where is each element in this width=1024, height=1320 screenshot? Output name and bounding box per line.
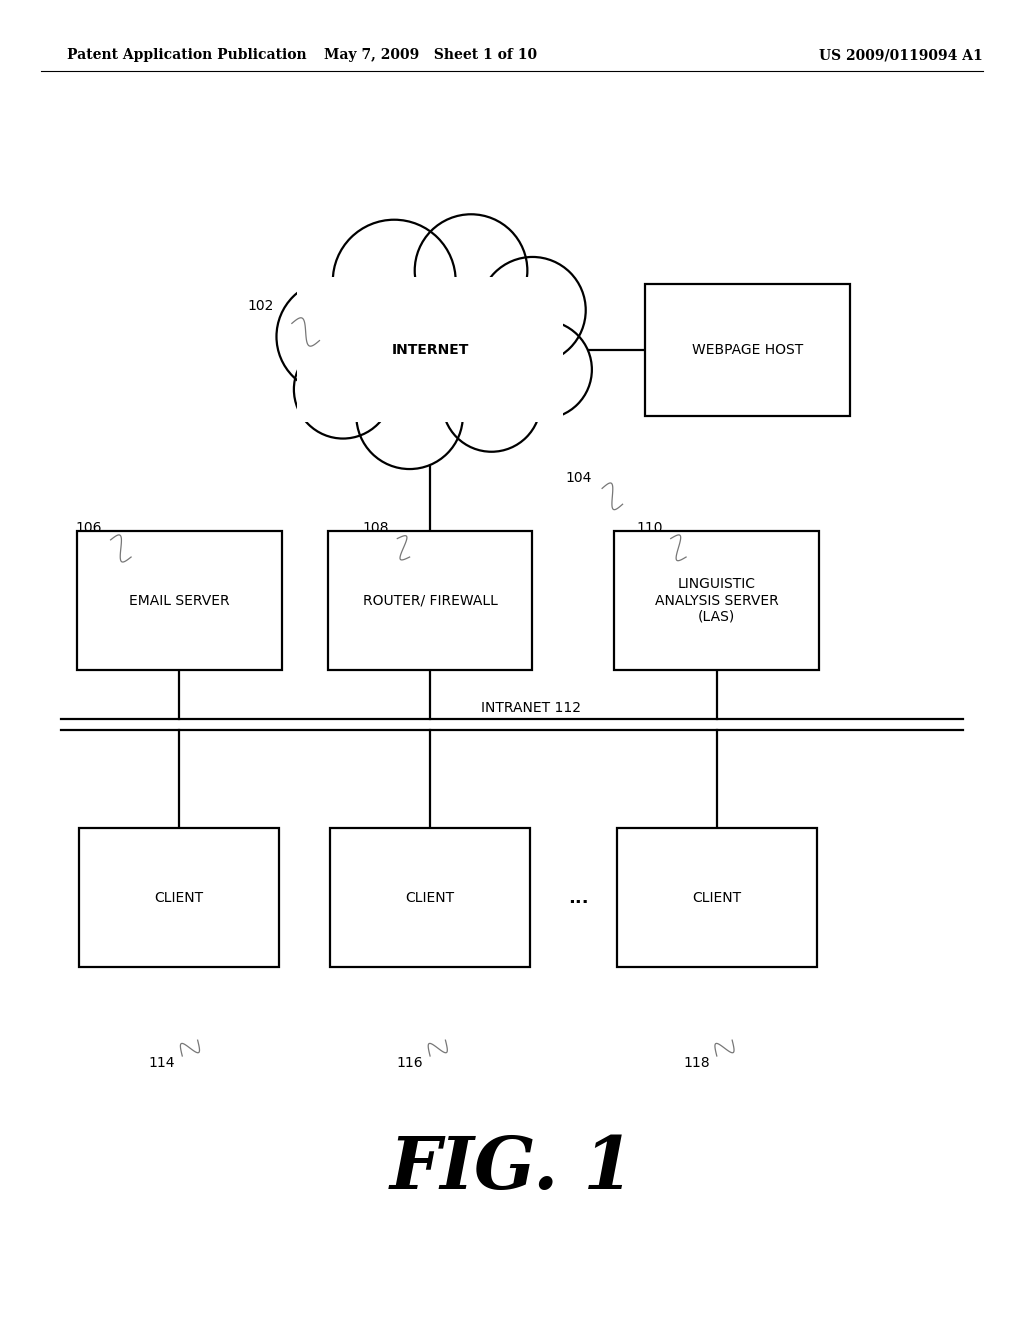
Text: Patent Application Publication: Patent Application Publication (67, 49, 306, 62)
Text: CLIENT: CLIENT (406, 891, 455, 904)
Ellipse shape (415, 214, 527, 327)
Ellipse shape (294, 341, 392, 438)
Ellipse shape (333, 219, 456, 343)
FancyBboxPatch shape (330, 829, 530, 966)
Ellipse shape (317, 277, 543, 422)
FancyBboxPatch shape (614, 531, 819, 671)
Ellipse shape (356, 363, 463, 469)
Text: FIG. 1: FIG. 1 (390, 1133, 634, 1204)
Text: 114: 114 (148, 1056, 175, 1069)
FancyBboxPatch shape (645, 284, 850, 416)
FancyBboxPatch shape (297, 277, 563, 422)
Text: 110: 110 (636, 521, 663, 535)
Text: 106: 106 (76, 521, 102, 535)
Text: INTERNET: INTERNET (391, 343, 469, 356)
FancyBboxPatch shape (328, 531, 532, 671)
Text: ROUTER/ FIREWALL: ROUTER/ FIREWALL (362, 594, 498, 607)
Text: ...: ... (568, 888, 589, 907)
Text: EMAIL SERVER: EMAIL SERVER (129, 594, 229, 607)
FancyBboxPatch shape (616, 829, 816, 966)
Text: 108: 108 (362, 521, 389, 535)
Text: US 2009/0119094 A1: US 2009/0119094 A1 (819, 49, 983, 62)
Ellipse shape (479, 257, 586, 363)
Ellipse shape (276, 280, 389, 393)
Text: CLIENT: CLIENT (155, 891, 204, 904)
Text: INTRANET 112: INTRANET 112 (481, 701, 582, 714)
FancyBboxPatch shape (77, 531, 282, 671)
Ellipse shape (442, 354, 541, 451)
Text: WEBPAGE HOST: WEBPAGE HOST (692, 343, 803, 356)
FancyBboxPatch shape (79, 829, 279, 966)
Text: 118: 118 (683, 1056, 710, 1069)
Text: 102: 102 (248, 300, 274, 313)
Text: 116: 116 (396, 1056, 423, 1069)
Text: CLIENT: CLIENT (692, 891, 741, 904)
Text: 104: 104 (565, 471, 592, 484)
Text: LINGUISTIC
ANALYSIS SERVER
(LAS): LINGUISTIC ANALYSIS SERVER (LAS) (655, 577, 778, 624)
Ellipse shape (494, 321, 592, 418)
Text: May 7, 2009   Sheet 1 of 10: May 7, 2009 Sheet 1 of 10 (324, 49, 537, 62)
